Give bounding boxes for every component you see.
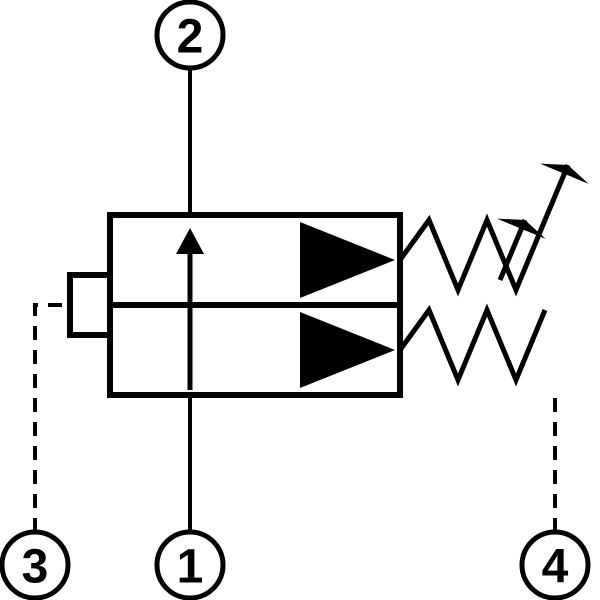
callout-3: 3 (2, 532, 68, 598)
callout-label: 3 (22, 541, 49, 594)
callout-1: 1 (157, 532, 223, 598)
callout-label: 2 (177, 11, 204, 64)
callout-2: 2 (157, 2, 223, 68)
callout-4: 4 (522, 532, 588, 598)
callout-label: 4 (542, 541, 569, 594)
callout-label: 1 (177, 541, 204, 594)
hydraulic-valve-diagram: 1 2 3 4 (0, 0, 600, 600)
